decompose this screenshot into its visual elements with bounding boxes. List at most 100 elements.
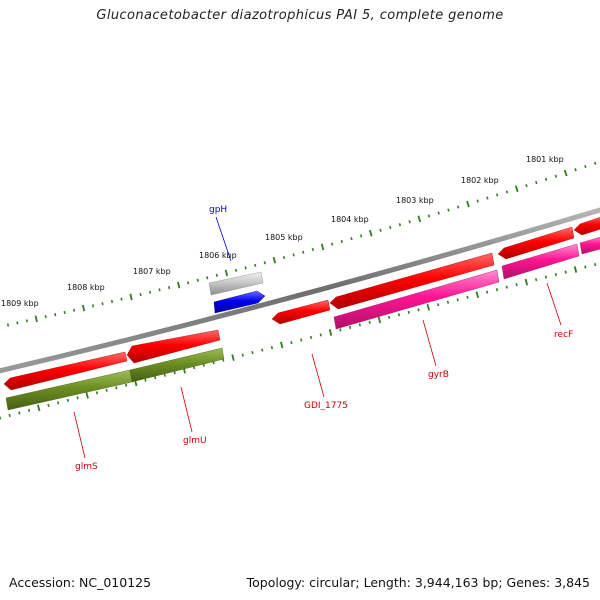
scale-minor-tick xyxy=(309,335,313,340)
scale-minor-tick xyxy=(398,223,402,227)
scale-minor-tick xyxy=(535,180,538,185)
scale-minor-tick xyxy=(495,288,499,292)
scale-major-tick xyxy=(129,293,133,301)
scale-major-tick xyxy=(320,243,325,251)
tick-label-1807: 1807 kbp xyxy=(133,267,171,276)
scale-minor-tick xyxy=(261,348,264,352)
scale-minor-tick xyxy=(154,376,157,380)
scale-minor-tick xyxy=(554,174,558,178)
scale-major-tick xyxy=(224,269,229,277)
scale-minor-tick xyxy=(544,275,548,279)
scale-minor-tick xyxy=(417,308,420,312)
scale-minor-tick xyxy=(187,281,190,285)
scale-ruler-inner xyxy=(0,262,597,420)
scale-minor-tick xyxy=(339,328,342,332)
scale-major-tick xyxy=(34,315,38,323)
scale-minor-tick xyxy=(8,413,11,418)
scale-major-tick xyxy=(426,303,430,311)
scale-minor-tick xyxy=(340,239,343,244)
gene-feature[interactable] xyxy=(579,236,600,255)
scale-minor-tick xyxy=(447,208,450,212)
scale-minor-tick xyxy=(139,292,142,297)
scale-minor-tick xyxy=(331,242,334,246)
scale-minor-tick xyxy=(525,184,528,188)
scale-minor-tick xyxy=(397,313,401,317)
gene-feature[interactable] xyxy=(126,329,221,364)
scale-minor-tick xyxy=(319,333,322,337)
scale-minor-tick xyxy=(456,298,459,302)
scale-minor-tick xyxy=(63,310,66,314)
scale-minor-tick xyxy=(350,237,353,241)
tick-label-1804: 1804 kbp xyxy=(331,215,369,224)
scale-minor-tick xyxy=(91,304,95,308)
scale-major-tick xyxy=(328,329,333,336)
gene-gpH-body[interactable] xyxy=(213,290,266,314)
scale-minor-tick xyxy=(584,265,587,269)
gene-label-recF: recF xyxy=(554,330,573,340)
scale-minor-tick xyxy=(144,378,147,382)
scale-major-tick xyxy=(514,185,519,193)
gene-gray-body[interactable] xyxy=(208,271,264,296)
scale-minor-tick xyxy=(496,193,499,197)
scale-major-tick xyxy=(563,169,568,177)
scale-minor-tick xyxy=(241,353,244,357)
scale-major-tick xyxy=(475,291,479,299)
tick-label-1805: 1805 kbp xyxy=(265,233,303,242)
scale-major-tick xyxy=(524,278,529,286)
scale-minor-tick xyxy=(358,323,361,327)
scale-minor-tick xyxy=(515,283,518,287)
scale-minor-tick xyxy=(47,403,50,408)
scale-minor-tick xyxy=(18,411,21,415)
scale-minor-tick xyxy=(244,266,247,270)
scale-minor-tick xyxy=(554,272,557,277)
scale-major-tick xyxy=(466,200,470,208)
scale-minor-tick xyxy=(486,196,489,200)
scale-minor-tick xyxy=(290,340,293,345)
gene-feature[interactable] xyxy=(3,351,128,391)
genome-summary-text: Topology: circular; Length: 3,944,163 bp… xyxy=(246,575,590,590)
gene-recF-body[interactable] xyxy=(501,243,580,280)
scale-minor-tick xyxy=(27,408,31,413)
scale-minor-tick xyxy=(270,345,274,350)
scale-minor-tick xyxy=(368,320,371,324)
scale-minor-tick xyxy=(163,373,166,377)
gene-feature[interactable] xyxy=(329,252,495,310)
scale-major-tick xyxy=(81,304,86,312)
scale-minor-tick xyxy=(476,199,479,203)
scale-major-tick xyxy=(272,256,277,264)
scale-minor-tick xyxy=(110,299,114,303)
scale-minor-tick xyxy=(115,386,118,390)
scale-minor-tick xyxy=(120,297,123,301)
gene-feature[interactable] xyxy=(573,216,600,236)
tick-label-1808: 1808 kbp xyxy=(67,283,105,292)
gene-label-glmU: glmU xyxy=(183,436,207,446)
scale-minor-tick xyxy=(73,308,76,312)
scale-minor-tick xyxy=(101,302,104,306)
scale-minor-tick xyxy=(486,290,489,294)
scale-minor-tick xyxy=(105,388,108,392)
scale-major-tick xyxy=(369,229,373,237)
scale-minor-tick xyxy=(215,273,218,277)
genome-backbone xyxy=(0,207,600,374)
scale-major-tick xyxy=(573,266,578,273)
gene-glmU-body[interactable] xyxy=(129,347,225,383)
scale-minor-tick xyxy=(124,383,128,387)
scale-minor-tick xyxy=(25,319,28,323)
scale-major-tick xyxy=(417,215,422,223)
tick-label-1802: 1802 kbp xyxy=(461,176,499,185)
gene-gyrB-body[interactable] xyxy=(333,269,500,330)
scale-minor-tick xyxy=(437,303,440,307)
tick-label-1806: 1806 kbp xyxy=(199,251,237,260)
scale-major-tick xyxy=(231,354,235,361)
scale-minor-tick xyxy=(311,247,315,252)
accession-text: Accession: NC_010125 xyxy=(9,575,152,590)
gene-feature[interactable] xyxy=(271,299,331,325)
map-title: Gluconacetobacter diazotrophicus PAI 5, … xyxy=(96,8,504,23)
scale-minor-tick xyxy=(407,310,410,314)
scale-minor-tick xyxy=(505,190,509,194)
gene-label-glmS: glmS xyxy=(75,462,98,472)
gene-feature[interactable] xyxy=(497,226,575,260)
scale-minor-tick xyxy=(148,290,152,294)
scale-minor-tick xyxy=(388,315,391,319)
